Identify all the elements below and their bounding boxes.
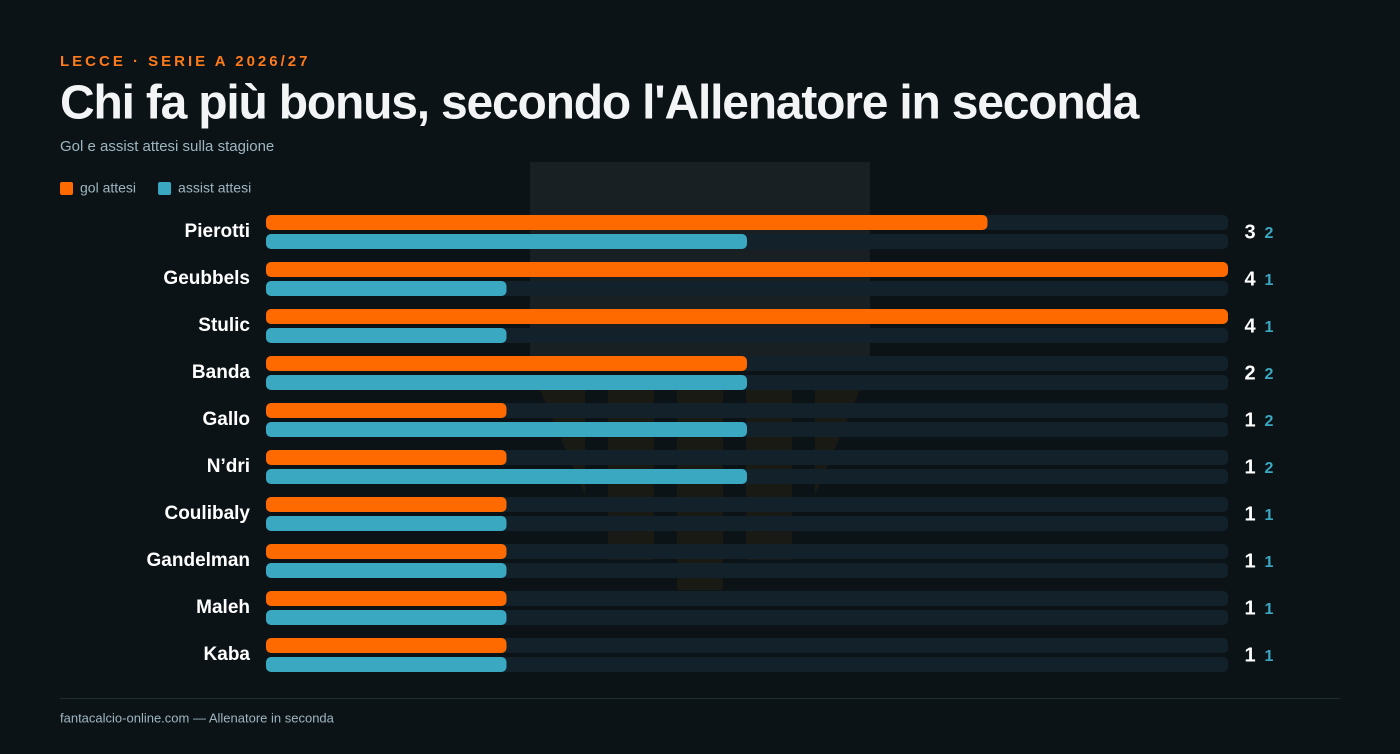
bar: [266, 328, 507, 343]
legend-swatch: [158, 182, 172, 195]
legend-label: assist attesi: [178, 180, 251, 196]
y-tick-label: Pierotti: [185, 221, 250, 242]
value-label: 1: [1265, 507, 1274, 524]
bar: [266, 356, 747, 371]
value-label: 4: [1244, 268, 1256, 290]
value-label: 1: [1265, 648, 1274, 665]
value-label: 2: [1265, 413, 1274, 430]
bar: [266, 281, 507, 296]
bar: [266, 544, 507, 559]
y-tick-label: Maleh: [196, 597, 250, 618]
chart-title: Chi fa più bonus, secondo l'Allenatore i…: [60, 77, 1140, 130]
bar-track: [266, 544, 1228, 559]
bar: [266, 403, 507, 418]
y-tick-label: Stulic: [198, 315, 250, 336]
kicker: LECCE · SERIE A 2026/27: [60, 53, 310, 70]
y-tick-label: Coulibaly: [164, 503, 250, 524]
value-label: 1: [1265, 319, 1274, 336]
bar-track: [266, 497, 1228, 512]
value-label: 1: [1244, 409, 1255, 431]
bar-track: [266, 657, 1228, 672]
bar-track: [266, 403, 1228, 418]
bar-track: [266, 638, 1228, 653]
value-label: 1: [1265, 601, 1274, 618]
bar: [266, 469, 747, 484]
bar: [266, 262, 1228, 277]
value-label: 2: [1265, 366, 1274, 383]
bar: [266, 422, 747, 437]
value-label: 1: [1244, 644, 1255, 666]
y-tick-label: Geubbels: [163, 268, 250, 289]
legend-label: gol attesi: [80, 180, 136, 196]
bar: [266, 309, 1228, 324]
bar: [266, 497, 507, 512]
value-label: 2: [1265, 460, 1274, 477]
bar: [266, 563, 507, 578]
value-label: 1: [1244, 456, 1255, 478]
value-label: 3: [1244, 221, 1255, 243]
bar-track: [266, 281, 1228, 296]
y-tick-label: Banda: [192, 362, 251, 383]
bar: [266, 516, 507, 531]
bar-track: [266, 516, 1228, 531]
value-label: 1: [1265, 272, 1274, 289]
bar: [266, 375, 747, 390]
legend-swatch: [60, 182, 73, 195]
footer: fantacalcio-online.com — Allenatore in s…: [60, 710, 335, 725]
y-tick-label: Gandelman: [147, 550, 250, 571]
value-label: 1: [1244, 597, 1255, 619]
bar: [266, 657, 507, 672]
value-label: 2: [1265, 225, 1274, 242]
y-tick-label: Gallo: [202, 409, 250, 430]
bar: [266, 638, 507, 653]
bar: [266, 215, 988, 230]
value-label: 1: [1265, 554, 1274, 571]
y-tick-label: N’dri: [207, 456, 250, 477]
value-label: 1: [1244, 550, 1255, 572]
bar: [266, 234, 747, 249]
chart-subtitle: Gol e assist attesi sulla stagione: [60, 138, 274, 155]
bar: [266, 591, 507, 606]
bar-track: [266, 328, 1228, 343]
value-label: 2: [1244, 362, 1255, 384]
bar-track: [266, 610, 1228, 625]
value-label: 4: [1244, 315, 1256, 337]
value-label: 1: [1244, 503, 1255, 525]
y-tick-label: Kaba: [204, 644, 251, 665]
bar-track: [266, 563, 1228, 578]
bar: [266, 450, 507, 465]
bar: [266, 610, 507, 625]
bar-track: [266, 450, 1228, 465]
bar-track: [266, 591, 1228, 606]
